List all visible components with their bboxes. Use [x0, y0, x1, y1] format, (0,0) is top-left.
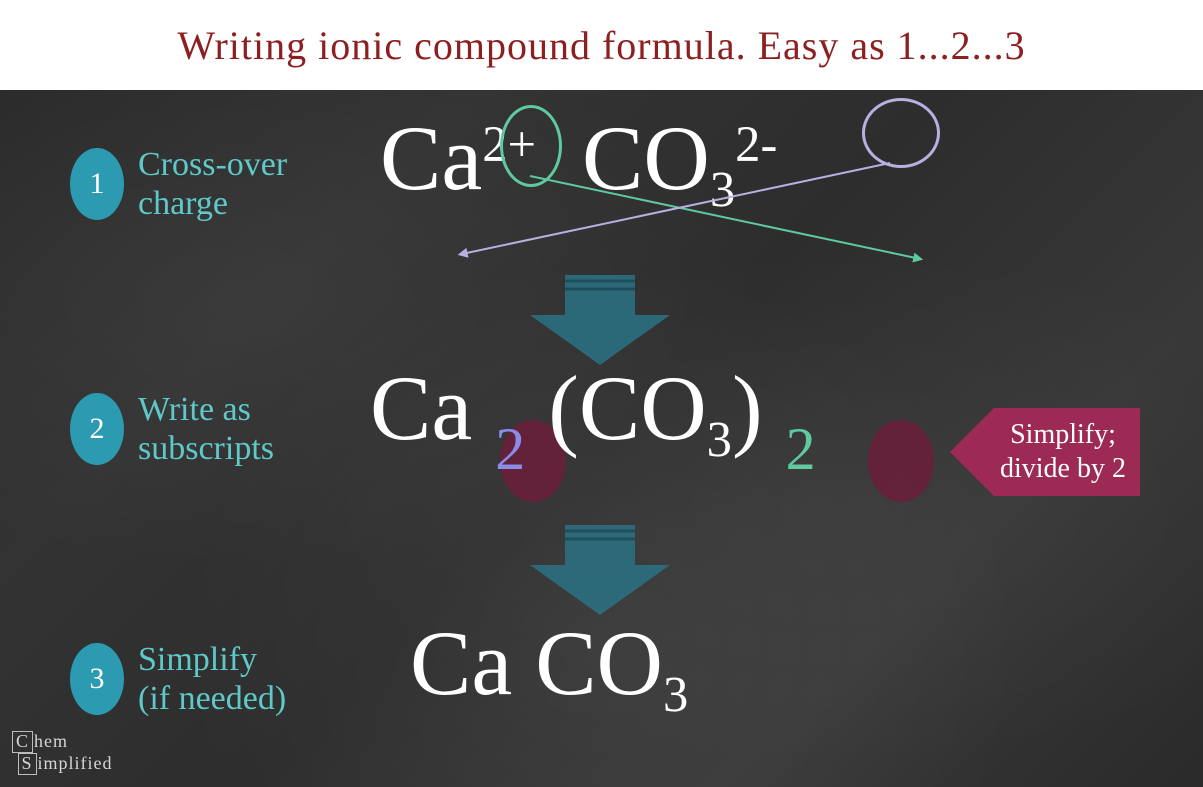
title-bar: Writing ionic compound formula. Easy as … — [0, 0, 1203, 90]
charge-circle-2 — [862, 98, 940, 168]
down-arrow-2 — [530, 525, 670, 615]
f2-ca: Ca — [370, 357, 472, 459]
watermark: Chem Simplified — [12, 731, 113, 775]
f2-sub2: 2 — [786, 416, 816, 482]
step-label: Cross-overcharge — [138, 145, 287, 223]
formula-step-1: Ca2+ CO32- — [380, 105, 777, 219]
step-badge: 3 — [70, 643, 124, 715]
f3-text: Ca CO — [410, 612, 663, 714]
callout-line-2: divide by 2 — [1000, 452, 1126, 486]
cation-symbol: Ca — [380, 107, 482, 209]
down-arrow-icon — [530, 525, 670, 615]
callout-line-1: Simplify; — [1010, 418, 1116, 452]
anion-subscript: 3 — [710, 162, 735, 218]
f2-sub1: 2 — [495, 416, 525, 482]
page-title: Writing ionic compound formula. Easy as … — [177, 22, 1025, 69]
f2-co: CO — [579, 357, 707, 459]
f2-co-sub: 3 — [707, 412, 732, 468]
f2-paren-open: ( — [548, 357, 579, 459]
step-1: 1Cross-overcharge — [70, 145, 287, 223]
step-badge: 1 — [70, 148, 124, 220]
watermark-line-2: Simplified — [12, 753, 113, 775]
down-arrow-icon — [530, 275, 670, 365]
f3-sub: 3 — [663, 667, 688, 723]
f2-paren-close: ) — [732, 357, 763, 459]
down-arrow-1 — [530, 275, 670, 365]
anion-symbol: CO — [582, 107, 710, 209]
callout-triangle-icon — [950, 408, 994, 496]
step-badge: 2 — [70, 393, 124, 465]
formula-step-2: Ca 2 (CO3) 2 — [370, 355, 816, 469]
callout-body: Simplify; divide by 2 — [994, 408, 1140, 496]
step-3: 3Simplify(if needed) — [70, 640, 286, 718]
formula-step-3: Ca CO3 — [410, 610, 688, 724]
chalkboard: 1Cross-overcharge2Write assubscripts3Sim… — [0, 90, 1203, 787]
subscript-highlight-2 — [868, 420, 934, 502]
watermark-line-1: Chem — [12, 731, 113, 753]
anion-charge: 2- — [735, 116, 777, 172]
step-2: 2Write assubscripts — [70, 390, 274, 468]
simplify-callout: Simplify; divide by 2 — [950, 408, 1140, 496]
step-label: Write assubscripts — [138, 390, 274, 468]
step-label: Simplify(if needed) — [138, 640, 286, 718]
